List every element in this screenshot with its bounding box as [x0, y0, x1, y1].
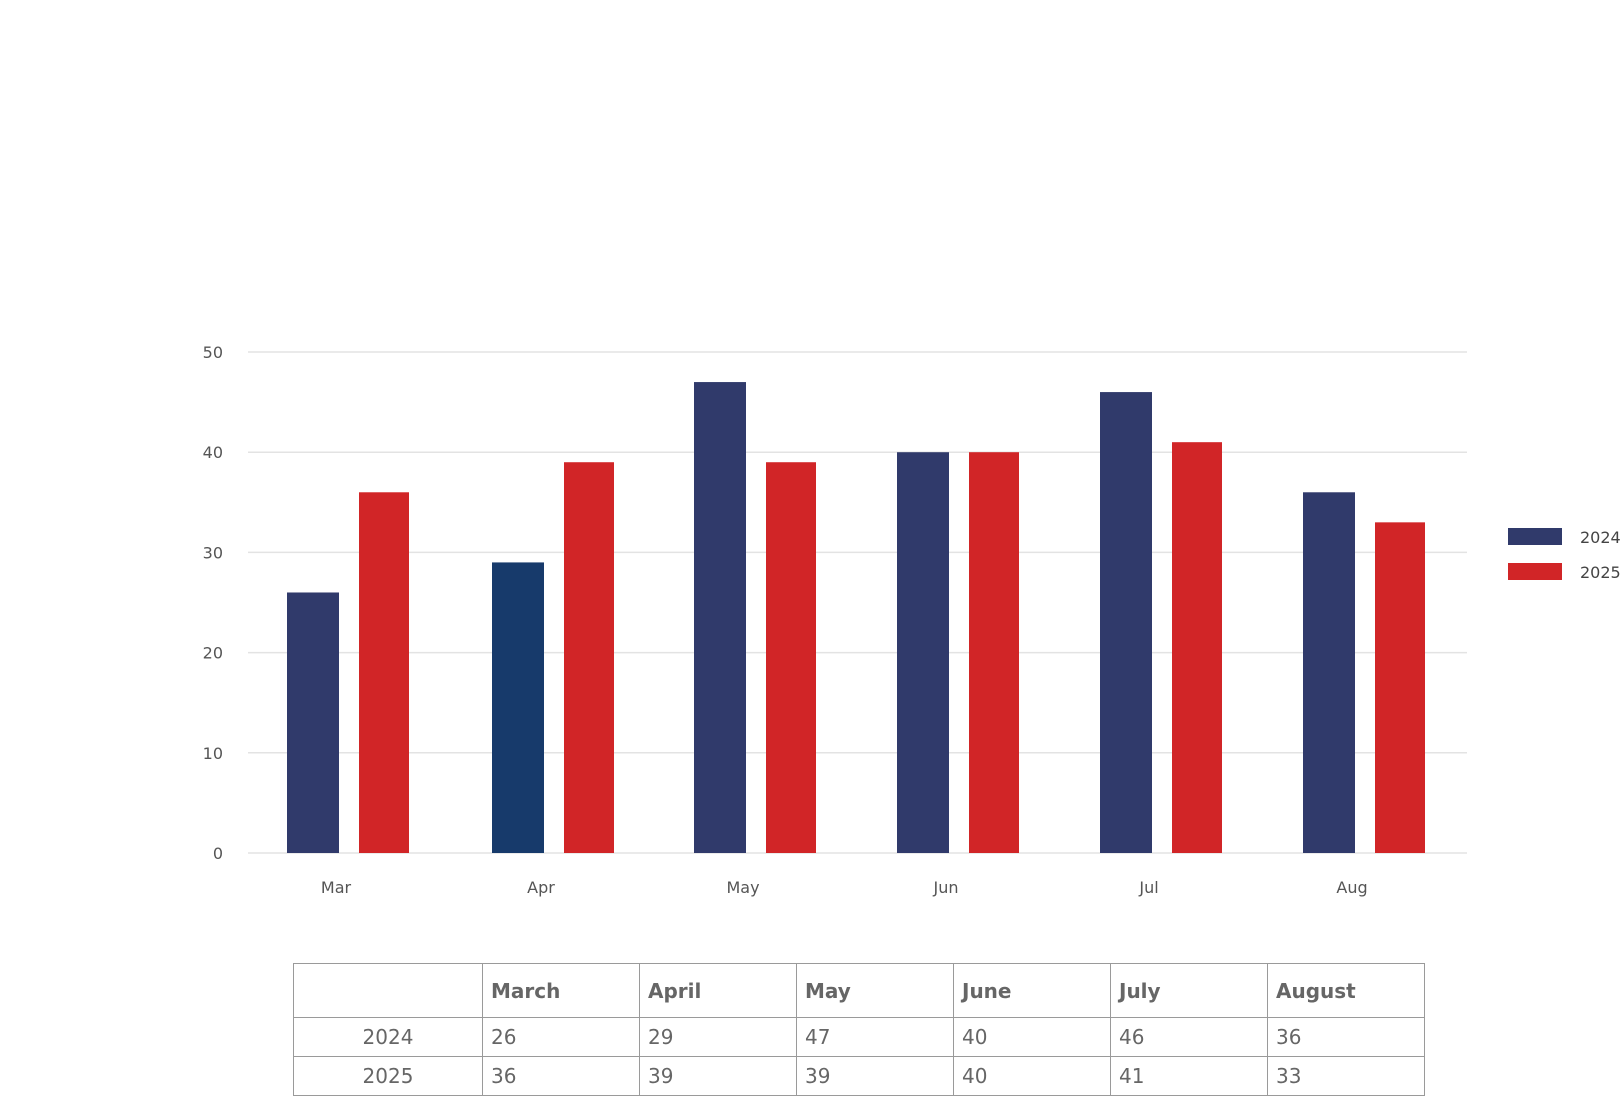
x-tick-label: Jun: [933, 878, 959, 897]
table-header-cell: March: [482, 963, 640, 1018]
table-cell: 41: [1110, 1056, 1268, 1096]
table-header-cell: August: [1267, 963, 1425, 1018]
bars: [287, 382, 1425, 853]
table-row-label: 2025: [293, 1056, 483, 1096]
table-header-cell: June: [953, 963, 1111, 1018]
legend-swatch-2025: [1508, 563, 1562, 580]
x-axis-ticks: Mar Apr May Jun Jul Aug: [321, 878, 1368, 897]
table-cell: 39: [796, 1056, 954, 1096]
bar-2025-jun: [969, 452, 1019, 853]
table-row: 2025 36 39 39 40 41 33: [293, 1056, 1425, 1096]
legend: 2024 2025: [1508, 528, 1621, 582]
table-header-cell: July: [1110, 963, 1268, 1018]
table-header-cell: May: [796, 963, 954, 1018]
y-tick-label: 40: [203, 443, 223, 462]
bar-chart: 0 10 20 30 40 50 Mar Apr May Jun Jul Aug 2024 2025: [203, 343, 1621, 897]
table-cell: 36: [1267, 1017, 1425, 1057]
table-cell: 47: [796, 1017, 954, 1057]
table-cell: 40: [953, 1017, 1111, 1057]
table-cell: 33: [1267, 1056, 1425, 1096]
y-tick-label: 0: [213, 844, 223, 863]
bar-2025-jul: [1172, 442, 1222, 853]
table-cell: 36: [482, 1056, 640, 1096]
table-cell: 39: [639, 1056, 797, 1096]
x-tick-label: May: [726, 878, 759, 897]
bar-2025-aug: [1375, 522, 1425, 853]
bar-2024-jun: [897, 452, 949, 853]
table-row: 2024 26 29 47 40 46 36: [293, 1017, 1425, 1057]
y-tick-label: 20: [203, 644, 223, 663]
y-axis-ticks: 0 10 20 30 40 50: [203, 343, 223, 863]
bar-2025-mar: [359, 492, 409, 853]
table-cell: 46: [1110, 1017, 1268, 1057]
bar-2024-apr: [492, 562, 544, 853]
table-cell: 29: [639, 1017, 797, 1057]
table-cell: 26: [482, 1017, 640, 1057]
bar-2025-apr: [564, 462, 614, 853]
x-tick-label: Aug: [1336, 878, 1367, 897]
bar-2025-may: [766, 462, 816, 853]
x-tick-label: Jul: [1138, 878, 1158, 897]
gridlines: [248, 351, 1467, 854]
x-tick-label: Mar: [321, 878, 352, 897]
data-table: March April May June July August 2024 26…: [293, 963, 1425, 1096]
x-tick-label: Apr: [527, 878, 555, 897]
bar-2024-aug: [1303, 492, 1355, 853]
bar-2024-mar: [287, 592, 339, 853]
legend-swatch-2024: [1508, 528, 1562, 545]
bar-2024-jul: [1100, 392, 1152, 853]
y-tick-label: 10: [203, 744, 223, 763]
table-row-label: 2024: [293, 1017, 483, 1057]
table-header-cell: [293, 963, 483, 1018]
legend-label: 2025: [1580, 563, 1621, 582]
y-tick-label: 50: [203, 343, 223, 362]
legend-label: 2024: [1580, 528, 1621, 547]
y-tick-label: 30: [203, 543, 223, 562]
bar-2024-may: [694, 382, 746, 853]
table-header-cell: April: [639, 963, 797, 1018]
table-cell: 40: [953, 1056, 1111, 1096]
table-header-row: March April May June July August: [293, 963, 1425, 1018]
